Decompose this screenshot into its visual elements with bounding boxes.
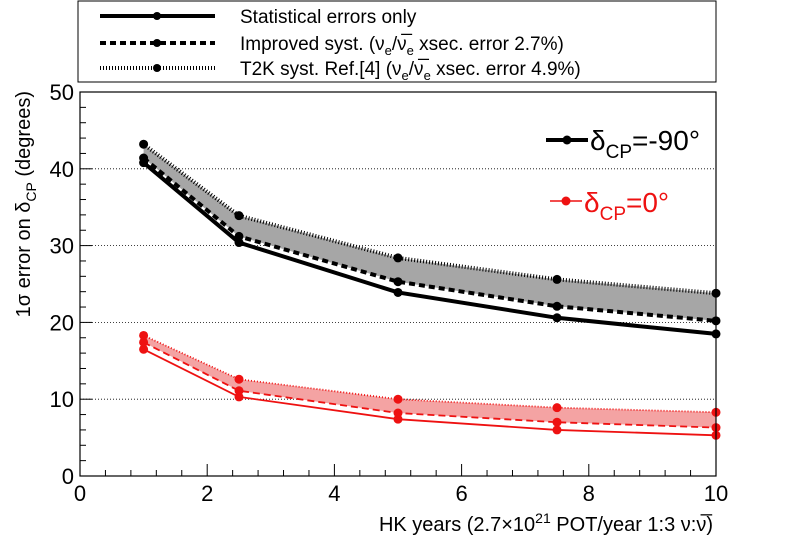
plot-frame: [79, 91, 717, 477]
data-point: [234, 386, 244, 396]
series-line-1-dotted: [143, 334, 717, 414]
axes: 0 10 20 30 40 50 0 2 4 6 8 10: [50, 80, 729, 506]
group-text-zero: δCP=0°: [584, 187, 669, 225]
data-point: [234, 374, 244, 384]
x-axis-label: HK years (2.7×1021 POT/year 1:3 ν:ν̅): [379, 510, 713, 536]
data-point: [393, 277, 403, 287]
data-point: [393, 253, 403, 263]
data-point: [552, 425, 562, 435]
data-point: [552, 274, 562, 284]
data-point: [234, 211, 244, 221]
legend-marker-solid: [153, 12, 161, 20]
band-group-1: [143, 335, 717, 428]
data-point: [139, 139, 149, 149]
group-text-minus90: δCP=-90°: [590, 125, 700, 163]
y-tick-label: 40: [50, 157, 74, 182]
data-point: [139, 153, 149, 163]
data-point: [139, 344, 149, 354]
data-point: [139, 337, 149, 347]
data-point: [139, 330, 149, 340]
group-label-minus90: δCP=-90°: [546, 125, 700, 163]
legend-label-statistical: Statistical errors only: [240, 7, 417, 28]
data-point: [552, 313, 562, 323]
y-tick-label: 30: [50, 234, 74, 259]
y-tick-label: 0: [62, 464, 74, 489]
data-point: [552, 301, 562, 311]
x-tick-label: 8: [583, 481, 595, 506]
group-label-zero: δCP=0°: [550, 187, 669, 225]
series: [139, 139, 721, 440]
series-line-0-dashed: [142, 156, 717, 323]
legend-label-improved: Improved syst. (νe/ν̅e xsec. error 2.7%): [240, 34, 564, 58]
data-point: [393, 394, 403, 404]
data-point: [234, 231, 244, 241]
y-axis-label: 1σ error on δCP (degrees): [13, 91, 39, 317]
y-tick-label: 10: [50, 387, 74, 412]
x-tick-label: 4: [328, 481, 340, 506]
group-marker-zero: [561, 196, 571, 206]
legend-marker-dashed: [153, 39, 161, 47]
group-marker-minus90: [562, 135, 572, 145]
x-tick-label: 0: [74, 481, 86, 506]
data-point: [393, 287, 403, 297]
data-point: [393, 408, 403, 418]
legend-marker-dotted: [153, 64, 161, 72]
legend: Statistical errors only Improved syst. (…: [77, 0, 717, 83]
x-tick-label: 2: [201, 481, 213, 506]
x-tick-label: 6: [455, 481, 467, 506]
data-point: [552, 403, 562, 413]
x-tick-label: 10: [704, 481, 728, 506]
data-point: [552, 417, 562, 427]
y-tick-label: 50: [50, 80, 74, 105]
legend-label-t2k: T2K syst. Ref.[4] (νe/ν̅e xsec. error 4.…: [240, 59, 581, 83]
y-tick-label: 20: [50, 310, 74, 335]
